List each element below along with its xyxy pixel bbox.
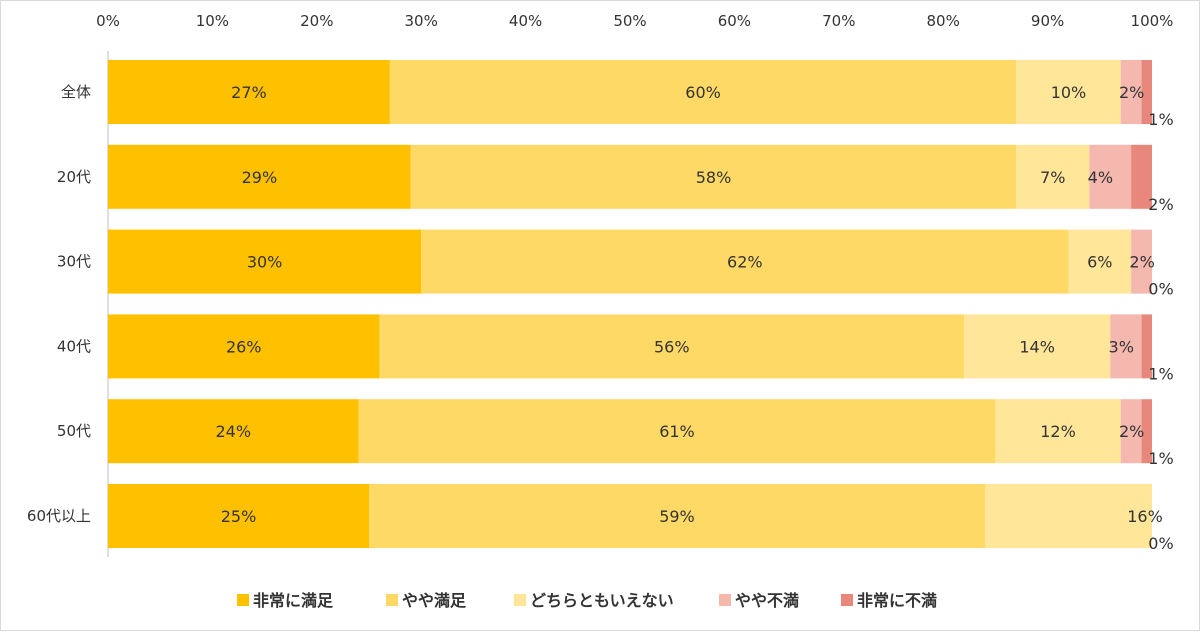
data-label: 30% bbox=[247, 253, 283, 272]
data-label: 58% bbox=[696, 168, 732, 187]
data-label: 26% bbox=[226, 337, 262, 356]
bar-segment bbox=[369, 484, 985, 548]
bar-segment bbox=[1068, 229, 1132, 294]
legend-label: 非常に不満 bbox=[857, 591, 937, 610]
data-labels-group: 27% 60% 10% 2%1%29% 58% 7% 4%2%30% 62% 6% 2%0%26%… bbox=[215, 83, 1173, 553]
category-label: 50代 bbox=[57, 422, 91, 440]
bar-segment bbox=[1089, 144, 1132, 209]
bar-segment bbox=[108, 484, 369, 548]
data-label: 56% bbox=[654, 337, 690, 356]
bar-segment bbox=[1016, 144, 1090, 209]
bar-segment bbox=[1120, 399, 1142, 464]
category-label: 全体 bbox=[61, 83, 91, 101]
x-tick-label: 50% bbox=[613, 12, 646, 30]
axis-group: 0% 10% 20% 30% 40% 50% 60% 70% 80% 90% 100% 全体 20代 30… bbox=[27, 12, 1174, 557]
data-label: 14% bbox=[1019, 337, 1055, 356]
data-label: 3% bbox=[1109, 337, 1134, 356]
bar-segment bbox=[358, 399, 996, 464]
category-label: 30代 bbox=[57, 253, 91, 271]
x-tick-label: 70% bbox=[822, 12, 855, 30]
data-label: 0% bbox=[1148, 534, 1173, 553]
data-label: 2% bbox=[1119, 422, 1144, 441]
bar-segment bbox=[995, 399, 1121, 464]
data-label: 12% bbox=[1040, 422, 1076, 441]
x-tick-label: 80% bbox=[927, 12, 960, 30]
data-label: 1% bbox=[1148, 364, 1173, 383]
data-label: 10% bbox=[1051, 83, 1087, 102]
category-label: 20代 bbox=[57, 168, 91, 186]
data-label: 16% bbox=[1127, 507, 1163, 526]
bar-segment bbox=[108, 399, 359, 464]
bars-group bbox=[108, 60, 1152, 548]
legend-label: 非常に満足 bbox=[253, 591, 334, 610]
legend-label: どちらともいえない bbox=[530, 591, 674, 610]
bar-segment bbox=[1141, 60, 1152, 124]
data-label: 59% bbox=[659, 507, 695, 526]
data-label: 1% bbox=[1148, 110, 1173, 129]
data-label: 27% bbox=[231, 83, 267, 102]
bar-segment bbox=[389, 60, 1017, 124]
bar-segment bbox=[1110, 314, 1142, 379]
data-label: 2% bbox=[1148, 195, 1173, 214]
bar-segment bbox=[1016, 60, 1121, 124]
bar-segment bbox=[1141, 399, 1152, 464]
data-label: 25% bbox=[221, 507, 257, 526]
x-tick-label: 10% bbox=[196, 12, 229, 30]
legend-swatch bbox=[386, 594, 398, 606]
bar-segment bbox=[1131, 229, 1152, 294]
data-label: 29% bbox=[242, 168, 278, 187]
legend-swatch bbox=[514, 594, 526, 606]
data-label: 62% bbox=[727, 253, 763, 272]
legend-label: やや不満 bbox=[735, 591, 799, 610]
legend-swatch bbox=[719, 594, 731, 606]
data-label: 2% bbox=[1129, 253, 1154, 272]
bar-segment bbox=[379, 314, 965, 379]
bar-segment bbox=[1141, 314, 1152, 379]
data-label: 6% bbox=[1087, 253, 1112, 272]
data-label: 2% bbox=[1119, 83, 1144, 102]
category-label: 60代以上 bbox=[27, 507, 91, 525]
bar-segment bbox=[108, 60, 390, 124]
data-label: 4% bbox=[1088, 168, 1113, 187]
bar-segment bbox=[108, 314, 380, 379]
x-tick-label: 90% bbox=[1031, 12, 1064, 30]
bar-segment bbox=[410, 144, 1017, 209]
x-tick-label: 30% bbox=[405, 12, 438, 30]
bar-segment bbox=[964, 314, 1111, 379]
x-tick-label: 100% bbox=[1131, 12, 1174, 30]
bar-segment bbox=[108, 144, 411, 209]
bar-segment bbox=[108, 229, 422, 294]
data-label: 60% bbox=[685, 83, 721, 102]
legend-swatch bbox=[841, 594, 853, 606]
legend-label: やや満足 bbox=[402, 591, 467, 610]
x-tick-label: 40% bbox=[509, 12, 542, 30]
bar-segment bbox=[984, 484, 1152, 548]
legend-swatch bbox=[237, 594, 249, 606]
data-label: 61% bbox=[659, 422, 695, 441]
bar-segment bbox=[1120, 60, 1142, 124]
bar-segment bbox=[421, 229, 1069, 294]
data-label: 1% bbox=[1148, 449, 1173, 468]
x-tick-label: 0% bbox=[96, 12, 120, 30]
data-label: 0% bbox=[1148, 280, 1173, 299]
bar-segment bbox=[1131, 144, 1152, 209]
data-label: 7% bbox=[1040, 168, 1065, 187]
x-tick-label: 60% bbox=[718, 12, 751, 30]
data-label: 24% bbox=[215, 422, 251, 441]
x-tick-label: 20% bbox=[300, 12, 333, 30]
legend: 非常に満足 やや満足 どちらともいえない やや不満 非常に不満 bbox=[237, 591, 937, 610]
category-label: 40代 bbox=[57, 337, 91, 355]
